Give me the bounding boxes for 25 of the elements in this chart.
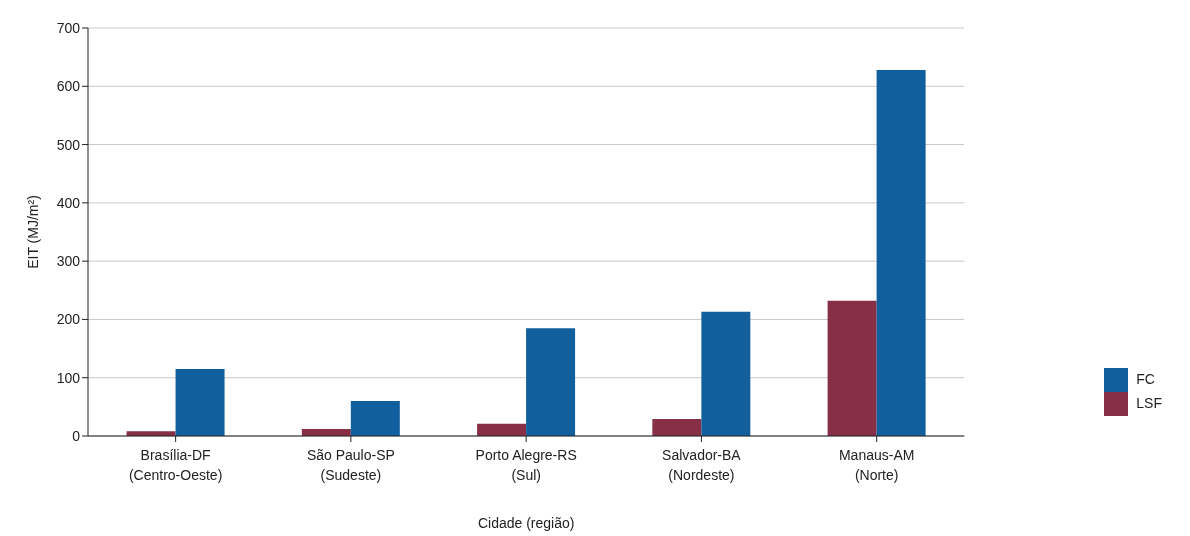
y-tick-label: 700 <box>56 19 81 36</box>
bar <box>477 423 527 436</box>
bar <box>175 368 225 436</box>
x-tick-label: Porto Alegre-RS (Sul) <box>475 447 577 483</box>
x-tick-label: São Paulo-SP (Sudeste) <box>306 447 395 483</box>
y-tick-label: 500 <box>56 136 81 153</box>
y-tick-label: 300 <box>56 253 81 270</box>
x-tick-label: Manaus-AM (Norte) <box>838 447 915 483</box>
y-tick-label: 600 <box>56 78 81 95</box>
bar <box>526 328 576 436</box>
y-tick-label: 0 <box>72 427 81 444</box>
bar <box>827 300 877 436</box>
legend-label: LSF <box>1136 395 1162 412</box>
x-tick-label: Brasília-DF (Centro-Oeste) <box>128 447 223 483</box>
x-tick-label: Salvador-BA (Nordeste) <box>662 447 742 483</box>
bar <box>701 311 751 436</box>
x-axis-title: Cidade (região) <box>477 515 575 531</box>
y-tick-label: 100 <box>56 369 81 386</box>
y-tick-label: 400 <box>56 194 81 211</box>
legend-label: FC <box>1136 371 1155 388</box>
bar <box>350 401 400 436</box>
y-axis-title: EIT (MJ/m²) <box>24 195 41 269</box>
y-tick-label: 200 <box>56 311 81 328</box>
bar <box>652 419 702 436</box>
bar <box>876 69 926 436</box>
